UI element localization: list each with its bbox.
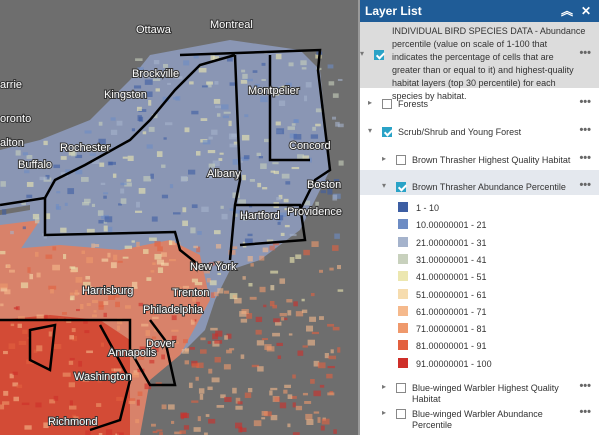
collapse-button[interactable]: ︽	[560, 4, 573, 18]
city-label: New York	[190, 261, 237, 273]
expand-arrow[interactable]: ▾	[382, 181, 387, 190]
legend-label: 91.00000001 - 100	[416, 358, 492, 369]
layer-name: Blue-winged Warbler Abundance	[412, 409, 543, 419]
land-red	[0, 220, 40, 260]
borders	[0, 48, 332, 432]
legend-swatch	[398, 340, 408, 351]
group-row[interactable]	[360, 22, 599, 88]
layer-name: Blue-winged Warbler Highest Quality	[412, 383, 559, 393]
layer-name: Forests	[398, 99, 429, 109]
legend-label: 71.00000001 - 81	[416, 324, 487, 335]
checkbox[interactable]	[396, 409, 406, 419]
expand-arrow[interactable]: ▸	[382, 154, 387, 163]
layer-name: Brown Thrasher Highest Quality Habitat	[412, 155, 571, 165]
city-label: Richmond	[48, 416, 98, 428]
legend-swatch	[398, 305, 408, 316]
layer-name: habitat layers (top 30 percentile) for e…	[392, 78, 556, 88]
layer-name: INDIVIDUAL BIRD SPECIES DATA - Abundance	[392, 26, 586, 36]
city-label: Montreal	[210, 19, 253, 31]
city-label: Montpelier	[248, 85, 300, 97]
more-button[interactable]: •••	[579, 124, 591, 136]
legend-swatch	[398, 253, 408, 264]
legend-label: 31.00000001 - 41	[416, 254, 487, 265]
more-button[interactable]: •••	[579, 406, 591, 418]
city-label: Concord	[289, 140, 331, 152]
panel-title: Layer List	[365, 4, 422, 18]
city-label: Rochester	[60, 142, 110, 154]
expand-arrow[interactable]: ▸	[368, 98, 373, 107]
city-label: Ottawa	[136, 24, 172, 36]
checkbox[interactable]	[396, 182, 406, 192]
city-label: Kingston	[104, 89, 147, 101]
layer-name: indicates the percentage of cells that a…	[392, 52, 554, 62]
city-label: Brockville	[132, 68, 179, 80]
more-button[interactable]: •••	[579, 96, 591, 108]
city-label: Harrisburg	[82, 285, 133, 297]
legend-label: 61.00000001 - 71	[416, 306, 487, 317]
legend-swatch	[398, 202, 408, 212]
legend-swatch	[398, 357, 408, 368]
city-label: Boston	[307, 179, 341, 191]
checkbox[interactable]	[382, 99, 392, 109]
city-label: Providence	[287, 206, 342, 218]
expand-arrow[interactable]: ▾	[360, 49, 365, 58]
more-button[interactable]: •••	[579, 152, 591, 164]
close-button[interactable]: ✕	[580, 4, 591, 18]
checkbox[interactable]	[374, 50, 384, 60]
layer-name: Percentile	[412, 420, 453, 430]
legend-label: 21.00000001 - 31	[416, 237, 487, 248]
panel-header: Layer List ︽ ✕	[360, 0, 599, 22]
legend-label: 1 - 10	[416, 203, 440, 213]
checkbox[interactable]	[396, 383, 406, 393]
checkbox[interactable]	[382, 127, 392, 137]
city-label: Buffalo	[18, 159, 52, 171]
layer-list-panel: Layer List ︽ ✕ ▾ INDIVIDUAL BIRD SPECIES D…	[358, 0, 599, 435]
legend-swatch	[398, 219, 408, 230]
legend-swatch	[398, 236, 408, 247]
legend-swatch	[398, 271, 408, 282]
lake	[0, 205, 30, 215]
more-button[interactable]: •••	[579, 380, 591, 392]
layer-name: Brown Thrasher Abundance Percentile	[412, 182, 566, 192]
texture	[0, 50, 344, 435]
legend-swatch	[398, 288, 408, 299]
city-label: Albany	[207, 168, 241, 180]
city-label: arrie	[0, 79, 22, 91]
layer-name: Habitat	[412, 394, 441, 404]
city-label: alton	[0, 137, 24, 149]
legend-label: 51.00000001 - 61	[416, 289, 487, 300]
city-label: Trenton	[172, 287, 210, 299]
checkbox[interactable]	[396, 155, 406, 165]
expand-arrow[interactable]: ▾	[368, 126, 373, 135]
legend-label: 81.00000001 - 91	[416, 341, 487, 352]
legend-label: 41.00000001 - 51	[416, 272, 487, 283]
expand-arrow[interactable]: ▸	[382, 408, 387, 417]
more-button[interactable]: •••	[579, 47, 591, 59]
more-button[interactable]: •••	[579, 179, 591, 191]
layer-name: percentile (value on scale of 1-100 that	[392, 39, 548, 49]
map: Ottawa Montreal Brockville Kingston arrie oro…	[0, 0, 358, 435]
city-label: Washington	[74, 371, 132, 383]
city-label: oronto	[0, 113, 31, 125]
city-label: Dover	[146, 338, 176, 350]
layer-name: species by habitat.	[392, 91, 467, 101]
city-label: Philadelphia	[143, 304, 204, 316]
expand-arrow[interactable]: ▸	[382, 382, 387, 391]
legend-label: 10.00000001 - 21	[416, 220, 487, 231]
city-label: Annapolis	[108, 347, 157, 359]
layer-name: Scrub/Shrub and Young Forest	[398, 127, 522, 137]
layer-name: greater than or equal to it) and highest…	[392, 65, 574, 75]
city-label: Hartford	[240, 210, 280, 222]
legend-swatch	[398, 323, 408, 334]
